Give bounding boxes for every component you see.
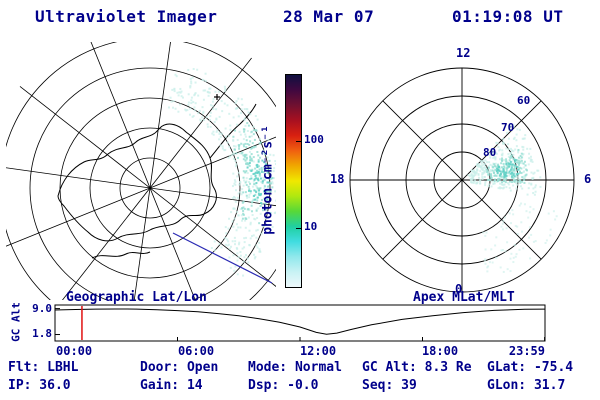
antarctica-coastline xyxy=(57,123,217,242)
colorbar-tick-100: 100 xyxy=(304,132,324,146)
ytick-9: 9.0 xyxy=(32,302,52,315)
mlat-label-80: 80 xyxy=(483,146,497,159)
xtick-1200: 12:00 xyxy=(299,344,337,358)
aurora-emission-right xyxy=(467,123,558,273)
coastline-overlay xyxy=(57,103,257,259)
mlt-label-0: 0 xyxy=(455,282,463,296)
xtick-2359: 23:59 xyxy=(508,344,545,358)
status-gc-alt: GC Alt: 8.3 Re xyxy=(362,360,472,375)
colorbar-tickmark xyxy=(296,227,301,229)
gc-alt-axis-label: GC Alt xyxy=(9,302,23,342)
xtick-0000: 00:00 xyxy=(56,344,93,358)
status-glon: GLon: 31.7 xyxy=(487,378,566,393)
geographic-grid xyxy=(6,42,276,300)
right-plot-caption: Apex MLat/MLT xyxy=(413,290,515,305)
point-marker xyxy=(214,94,220,100)
orbit-track-line xyxy=(172,232,273,284)
ytick-1-8: 1.8 xyxy=(32,327,52,340)
apex-grid xyxy=(349,67,575,293)
aurora-emission-left xyxy=(167,67,276,277)
app-title: Ultraviolet Imager xyxy=(35,7,218,26)
status-glat: GLat: -75.4 xyxy=(487,360,574,375)
mlat-label-70: 70 xyxy=(501,121,515,134)
colorbar-gradient xyxy=(285,74,302,288)
status-seq: Seq: 39 xyxy=(362,378,417,393)
status-gain: Gain: 14 xyxy=(140,378,203,393)
status-mode: Mode: Normal xyxy=(248,360,342,375)
date-display: 28 Mar 07 xyxy=(283,7,375,26)
colorbar-tick-10: 10 xyxy=(304,219,318,233)
island-coastline xyxy=(91,251,151,259)
gc-alt-strip-chart xyxy=(54,304,546,342)
left-plot-caption: Geographic Lat/Lon xyxy=(66,290,207,305)
mlt-label-18: 18 xyxy=(330,172,345,186)
status-door: Door: Open xyxy=(140,360,219,375)
xtick-1800: 18:00 xyxy=(421,344,459,358)
status-dsp: Dsp: -0.0 xyxy=(248,378,319,393)
mlt-label-12: 12 xyxy=(456,46,471,60)
colorbar-label: photon cm⁻²s⁻¹ xyxy=(260,125,276,235)
xtick-0600: 06:00 xyxy=(177,344,215,358)
time-display: 01:19:08 UT xyxy=(452,7,564,26)
mlt-label-6: 6 xyxy=(584,172,592,186)
peninsula-coastline xyxy=(209,103,257,159)
colorbar-tickmark xyxy=(296,140,301,142)
status-ip: IP: 36.0 xyxy=(8,378,71,393)
mlat-label-60: 60 xyxy=(517,94,531,107)
status-flt: Flt: LBHL xyxy=(8,360,79,375)
